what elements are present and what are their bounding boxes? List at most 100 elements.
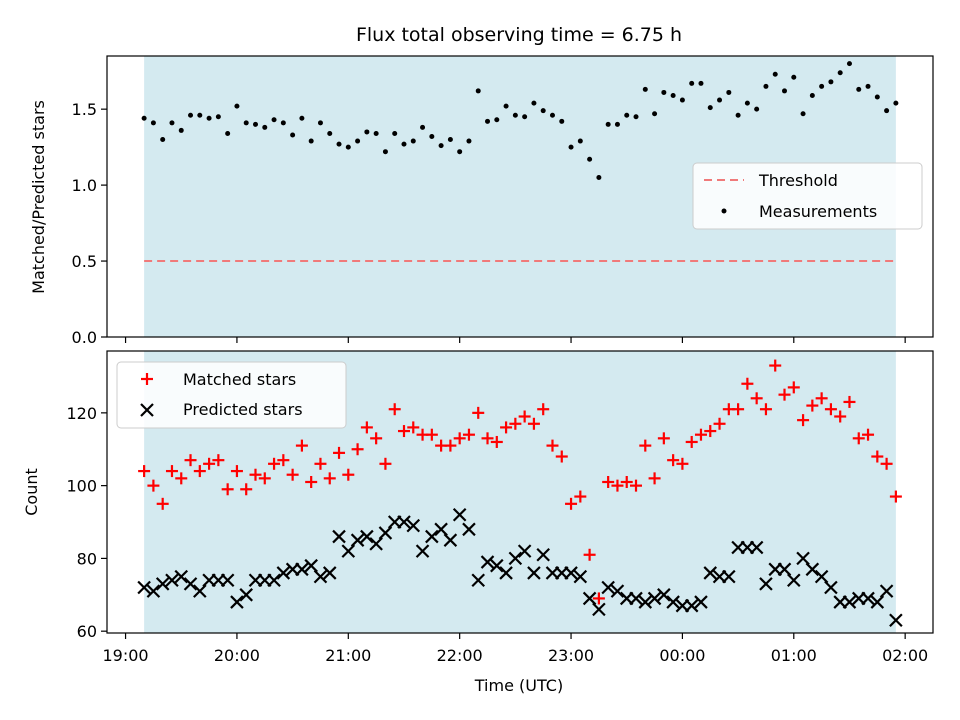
predicted-point (406, 518, 421, 533)
matched-point (611, 479, 624, 492)
predicted-point (360, 529, 374, 544)
predicted-point (276, 566, 291, 580)
x-tick-label: 00:00 (659, 646, 705, 665)
predicted-point (239, 588, 253, 602)
x-tick-label: 02:00 (882, 646, 928, 665)
matched-point (685, 435, 698, 448)
matched-point (314, 457, 327, 470)
measurement-point (624, 112, 630, 118)
predicted-point (684, 598, 699, 613)
measurement-point (614, 121, 620, 127)
matched-point (815, 392, 828, 405)
predicted-point (647, 591, 662, 606)
measurement-point (252, 121, 258, 127)
measurement-point (466, 138, 472, 144)
predicted-point (378, 526, 393, 540)
matched-point (787, 381, 800, 394)
measurement-point (373, 130, 379, 136)
y-tick-label: 0.0 (72, 328, 97, 347)
matched-point (732, 403, 745, 416)
matched-point (750, 392, 763, 405)
y-tick-label: 60 (77, 622, 97, 641)
predicted-legend-swatch (140, 403, 154, 417)
measurement-point (512, 112, 518, 118)
measurement-point (605, 121, 611, 127)
measurement-point (475, 88, 481, 94)
matched-point (379, 457, 392, 470)
matched-point (388, 403, 401, 416)
predicted-point (805, 562, 820, 577)
y-tick-label: 100 (66, 477, 97, 496)
measurement-point (503, 103, 509, 109)
measurement-point (271, 117, 277, 123)
measurement-point (884, 108, 890, 114)
matched-point (323, 472, 336, 485)
predicted-point (666, 595, 680, 609)
predicted-point (193, 584, 207, 598)
measurement-point (327, 130, 333, 136)
matched-point (212, 454, 225, 467)
matched-point (565, 497, 578, 510)
matched-point (295, 439, 308, 452)
measurement-point (382, 149, 388, 155)
matched-point (741, 377, 754, 390)
matched-point (537, 403, 550, 416)
predicted-point (703, 566, 718, 580)
predicted-point (536, 547, 550, 562)
matched-point (147, 479, 160, 492)
matched-point (843, 395, 856, 408)
matched-point (407, 421, 420, 434)
x-tick-label: 19:00 (103, 646, 149, 665)
count-y-axis-label: Count (22, 468, 41, 516)
matched-point (759, 403, 772, 416)
matched-point (824, 403, 837, 416)
measurement-point (290, 132, 296, 138)
measurement-point (355, 138, 361, 144)
matched-point (713, 417, 726, 430)
measurement-point (494, 117, 500, 123)
matched-point (657, 432, 670, 445)
x-tick-label: 01:00 (771, 646, 817, 665)
matched-point (602, 475, 615, 488)
measurement-point (754, 106, 760, 112)
measurement-point (178, 127, 184, 133)
measurement-point (874, 94, 880, 100)
measurement-point (782, 88, 788, 94)
ratio-panel: 0.0 0.5 1.0 1.5 Matched/Predicted stars Thr… (29, 55, 934, 347)
predicted-point (304, 558, 318, 573)
predicted-point (443, 533, 458, 547)
predicted-legend-label: Predicted stars (183, 400, 303, 419)
count-axes-frame (106, 350, 934, 634)
matched-point (425, 428, 438, 441)
measurement-point (865, 83, 871, 89)
threshold-legend-label: Threshold (758, 171, 838, 190)
chart-title: Flux total observing time = 6.75 h (356, 24, 682, 46)
measurement-point (744, 100, 750, 106)
measurement-point (707, 105, 713, 111)
predicted-point (341, 544, 356, 558)
predicted-point (889, 613, 903, 628)
predicted-point (230, 595, 244, 609)
matched-point (555, 450, 568, 463)
measurement-point (568, 144, 574, 150)
matched-point (277, 454, 290, 467)
predicted-point (573, 569, 588, 584)
ratio-axes-frame (106, 55, 934, 338)
matched-point (862, 428, 875, 441)
y-tick-label: 0.5 (72, 252, 97, 271)
predicted-point (694, 595, 708, 609)
predicted-point (564, 566, 578, 580)
measurement-point (262, 124, 268, 130)
matched-point (518, 410, 531, 423)
matched-point (852, 432, 865, 445)
predicted-point (592, 602, 606, 617)
measurement-point (772, 71, 778, 77)
predicted-point (369, 537, 383, 551)
predicted-point (220, 573, 235, 588)
count-x-ticks: 19:00 20:00 21:00 22:00 23:00 00:00 01:00 02:00 (103, 633, 928, 665)
measurement-point (457, 149, 463, 155)
measurement-point (549, 112, 555, 118)
y-tick-label: 1.5 (72, 100, 97, 119)
matched-point (397, 425, 410, 438)
